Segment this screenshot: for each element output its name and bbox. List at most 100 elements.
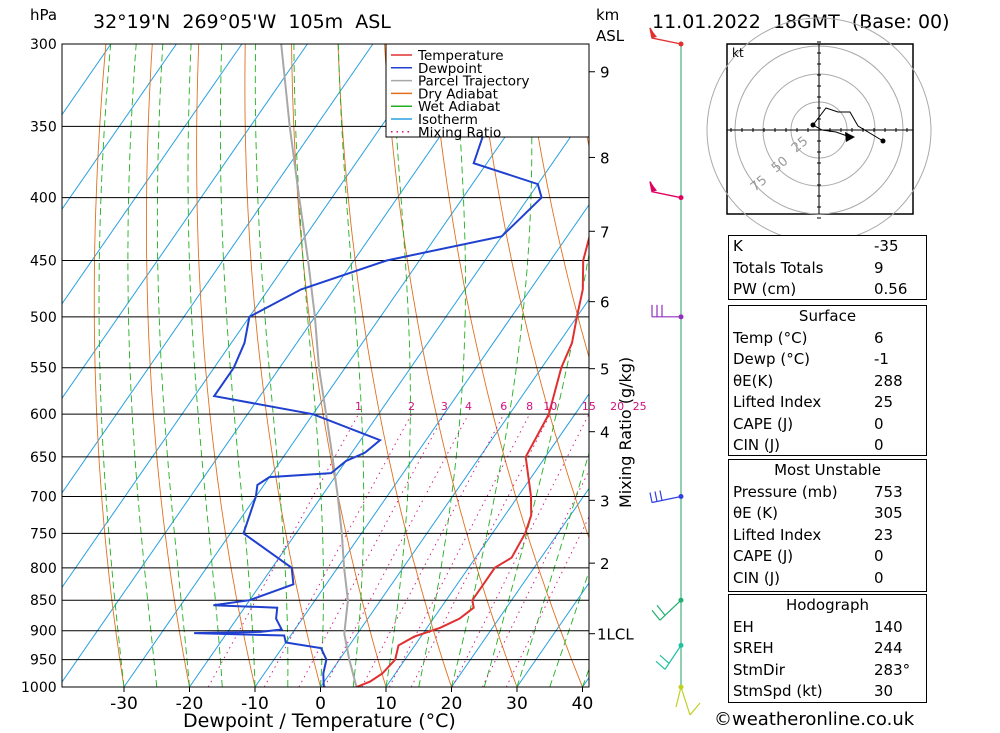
dewpoint-line <box>194 44 589 687</box>
hodograph-table-title: Hodograph <box>729 595 926 617</box>
most-unstable-row: CAPE (J)0 <box>729 546 926 568</box>
hodograph-row: EH140 <box>729 617 926 639</box>
km-unit-label: km <box>596 6 619 24</box>
hodograph-table: Hodograph EH140SREH244StmDir283°StmSpd (… <box>728 594 927 703</box>
dry-adiabat-line <box>146 44 189 687</box>
most-unstable-label: CIN (J) <box>733 568 780 590</box>
surface-label: CAPE (J) <box>733 414 793 436</box>
wet-adiabat-line <box>484 44 611 687</box>
mixing-ratio-axis-title: Mixing Ratio (g/kg) <box>616 357 635 508</box>
hodograph-panel: 255075 kt <box>707 18 931 242</box>
wet-adiabat-line <box>128 44 157 687</box>
hodograph-value: 283° <box>874 660 910 682</box>
mixing-ratio-line <box>299 414 444 687</box>
pressure-tick-label: 750 <box>30 526 57 542</box>
wet-adiabat-line <box>99 44 124 687</box>
wind-barb <box>652 598 684 621</box>
surface-row: CAPE (J) 0 <box>729 414 926 436</box>
mixing-ratio-line <box>264 414 411 687</box>
pressure-tick-label: 350 <box>30 119 57 135</box>
hodograph-value: 244 <box>874 638 903 660</box>
pressure-tick-label: 700 <box>30 490 57 506</box>
pressure-tick-label: 850 <box>30 593 57 609</box>
surface-value: 6 <box>874 328 884 350</box>
most-unstable-label: θE (K) <box>733 503 778 525</box>
legend: TemperatureDewpointParcel TrajectoryDry … <box>386 44 589 141</box>
isotherm-line <box>0 44 438 687</box>
surface-label: Lifted Index <box>733 392 821 414</box>
surface-label: CIN (J) <box>733 435 780 457</box>
pressure-tick-label: 650 <box>30 450 57 466</box>
footer-site: weatheronline.co.uk <box>732 709 914 730</box>
wet-adiabat-line <box>386 44 410 687</box>
index-row: Totals Totals9 <box>729 258 926 280</box>
pressure-tick-label: 550 <box>30 361 57 377</box>
mixing-ratio-label: 2 <box>408 400 415 413</box>
surface-label: Dewp (°C) <box>733 349 810 371</box>
km-tick-label: 4 <box>600 424 610 442</box>
isotherm-line <box>321 44 766 687</box>
most-unstable-value: 0 <box>874 546 884 568</box>
surface-row: Lifted Index25 <box>729 392 926 414</box>
pressure-tick-label: 950 <box>30 653 57 669</box>
most-unstable-row: Lifted Index 23 <box>729 525 926 547</box>
km-tick-label: 7 <box>600 223 610 241</box>
hpa-unit-label: hPa <box>30 6 57 24</box>
wind-barb <box>656 643 684 670</box>
surface-row: θE(K)288 <box>729 371 926 393</box>
most-unstable-row: θE (K) 305 <box>729 503 926 525</box>
wind-barb <box>652 305 684 320</box>
surface-row: Temp (°C)6 <box>729 328 926 350</box>
dry-adiabat-line <box>197 44 255 687</box>
mixing-ratio-line <box>452 414 589 687</box>
pressure-tick-label: 400 <box>30 191 57 207</box>
hodograph-start-dot <box>811 123 816 128</box>
surface-value: -1 <box>874 349 889 371</box>
surface-label: θE(K) <box>733 371 773 393</box>
hodograph-label: StmSpd (kt) <box>733 681 823 703</box>
index-row: PW (cm) 0.56 <box>729 279 926 301</box>
parcel-trajectory-line <box>281 44 356 687</box>
most-unstable-row: CIN (J) 0 <box>729 568 926 590</box>
x-tick-label: 30 <box>506 694 528 714</box>
pressure-tick-label: 800 <box>30 561 57 577</box>
index-value: 0.56 <box>874 279 907 301</box>
km-tick-label: 8 <box>600 149 610 167</box>
hodograph-row: SREH 244 <box>729 638 926 660</box>
most-unstable-value: 753 <box>874 482 903 504</box>
most-unstable-row: Pressure (mb) 753 <box>729 482 926 504</box>
most-unstable-label: Lifted Index <box>733 525 821 547</box>
km-tick-label: 3 <box>600 492 610 510</box>
hodograph-unit: kt <box>732 46 744 60</box>
wind-barb <box>650 491 684 503</box>
index-label: PW (cm) <box>733 279 796 301</box>
pressure-tick-label: 300 <box>30 37 57 53</box>
km-tick-label: 1LCL <box>597 626 634 644</box>
pressure-tick-label: 1000 <box>21 680 57 696</box>
hodograph-value: 30 <box>874 681 893 703</box>
most-unstable-value: 305 <box>874 503 903 525</box>
surface-table: Surface Temp (°C)6Dewp (°C)-1θE(K)288Lif… <box>728 305 927 456</box>
hodograph-label: SREH <box>733 638 774 660</box>
wind-barb <box>650 182 684 201</box>
most-unstable-value: 0 <box>874 568 884 590</box>
location-title: 32°19'N 269°05'W 105m ASL <box>93 11 391 33</box>
mixing-ratio-label: 10 <box>543 400 557 413</box>
mixing-ratio-label: 4 <box>465 400 472 413</box>
most-unstable-value: 23 <box>874 525 893 547</box>
pressure-tick-label: 900 <box>30 624 57 640</box>
index-label: K <box>733 236 743 258</box>
hodograph-row: StmSpd (kt) 30 <box>729 681 926 703</box>
plot-frame <box>62 44 589 687</box>
most-unstable-table: Most Unstable Pressure (mb)753θE (K)305L… <box>728 459 927 592</box>
index-label: Totals Totals <box>733 258 823 280</box>
most-unstable-label: Pressure (mb) <box>733 482 838 504</box>
km-tick-label: 2 <box>600 555 610 573</box>
pressure-tick-label: 600 <box>30 407 57 423</box>
copyright-icon: © <box>714 709 732 730</box>
km-tick-label: 9 <box>600 64 610 82</box>
surface-value: 0 <box>874 414 884 436</box>
wind-barb-flag <box>652 600 681 620</box>
pressure-tick-label: 500 <box>30 310 57 326</box>
indices-table: K-35Totals Totals9PW (cm)0.56 <box>728 235 927 300</box>
